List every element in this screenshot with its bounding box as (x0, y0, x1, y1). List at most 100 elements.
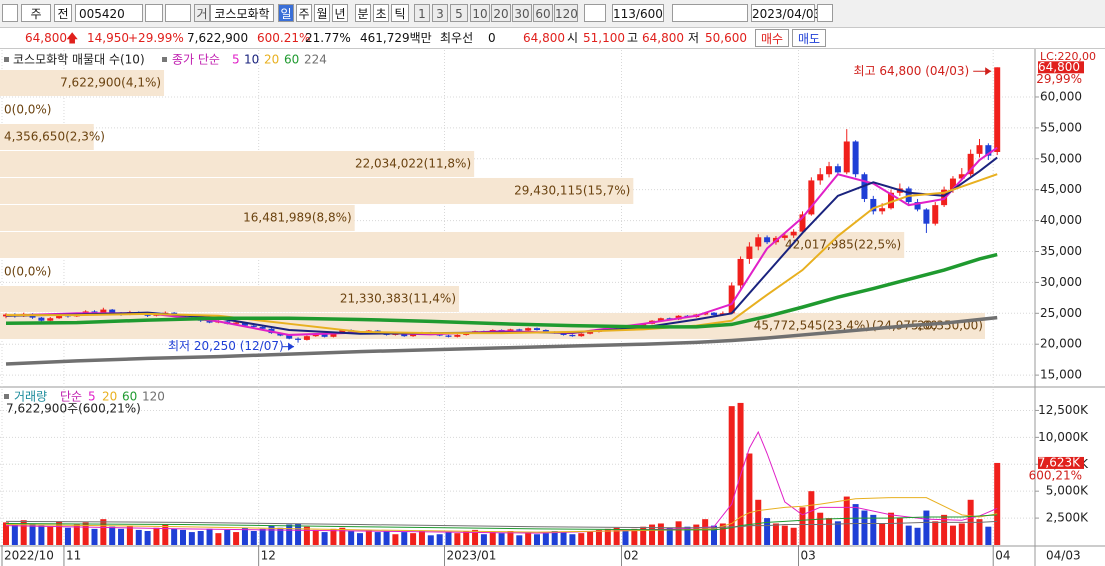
volume-bar (312, 529, 319, 545)
volume-summary: 7,622,900주(600,21%) (6, 402, 141, 416)
candle-body (259, 326, 266, 329)
open-label: 시 (567, 31, 579, 45)
legend-item: 20 (264, 53, 279, 67)
candle-body (967, 153, 974, 175)
interval-button[interactable]: 20 (491, 4, 511, 22)
sound-button[interactable] (165, 4, 191, 22)
candle-body (250, 325, 257, 327)
ma-line (5, 146, 998, 336)
legend-item: 5 (232, 53, 240, 67)
interval-button[interactable]: 120 (554, 4, 578, 22)
candle-body (923, 209, 930, 224)
candle-body (949, 178, 956, 190)
candle-body (755, 237, 762, 247)
last-change-label: 29,99% (1036, 72, 1082, 86)
profile-band (0, 178, 634, 204)
candle-body (790, 231, 797, 236)
candle-body (941, 189, 948, 206)
interval-button[interactable]: 1 (414, 4, 430, 22)
volume-bar (711, 525, 717, 545)
buy-button[interactable]: 매수 (755, 29, 789, 47)
period-button[interactable]: 초 (373, 4, 389, 22)
candle-body (781, 235, 788, 238)
interval-input[interactable] (584, 4, 606, 22)
turnover: 21.77% (305, 31, 351, 45)
y-tick-label: 60,000 (1040, 89, 1082, 103)
candle-body (38, 317, 45, 321)
profile-band (0, 205, 355, 231)
volume-bar (675, 521, 682, 545)
candle-body (799, 214, 806, 232)
menu-button[interactable] (2, 4, 18, 22)
profile-band (0, 124, 94, 150)
price: 64,800 (25, 31, 67, 45)
last-price-box (1038, 61, 1084, 74)
volume-bar (728, 406, 735, 545)
volume-bar (489, 532, 496, 545)
profile-label: 22,034,022(11,8%) (355, 157, 471, 171)
sell-button[interactable]: 매도 (792, 29, 826, 47)
period-button[interactable]: 틱 (391, 4, 409, 22)
x-tick-label: 2023/01 (447, 549, 497, 563)
volume-bar (604, 528, 611, 545)
search-button[interactable] (145, 4, 163, 22)
volume-bar (817, 512, 824, 545)
volume-bar (852, 504, 859, 545)
period-button[interactable]: 년 (332, 4, 348, 22)
period-button[interactable]: 주 (296, 4, 312, 22)
market-select[interactable]: 주 (21, 4, 51, 22)
volume-bar (144, 531, 151, 545)
volume-bar (958, 523, 965, 545)
candle-body (277, 333, 284, 336)
cursor-date: 04/03 (1046, 549, 1081, 563)
volume-bar (932, 521, 939, 545)
volume-bar (383, 531, 390, 545)
x-tick-label: 02 (624, 549, 639, 563)
interval-button[interactable]: 3 (432, 4, 448, 22)
volume-bar (551, 531, 558, 545)
candle-body (330, 333, 337, 337)
change: 14,950 (87, 31, 129, 45)
volume-bar (454, 533, 461, 545)
volume-bar (365, 529, 372, 545)
candle-body (870, 198, 877, 212)
volume-bar (339, 527, 346, 545)
tool-buttons[interactable] (672, 4, 748, 22)
last-volume-change: 600,21% (1029, 468, 1082, 482)
open: 51,100 (583, 31, 625, 45)
y-tick-label: 30,000 (1040, 275, 1082, 289)
interval-button[interactable]: 10 (470, 4, 490, 22)
candle-body (879, 208, 886, 212)
candle-body (109, 309, 116, 314)
period-button[interactable]: 분 (355, 4, 371, 22)
period-button[interactable]: 일 (278, 4, 294, 22)
volume-bar (525, 532, 532, 545)
volume-bar (772, 523, 779, 545)
prev-button[interactable]: 전 (54, 4, 72, 22)
volume-bar (472, 529, 479, 545)
volume-bar (3, 522, 9, 545)
best-label: 최우선 (440, 31, 474, 45)
y-tick-label: 5,000K (1046, 484, 1089, 498)
interval-button[interactable]: 5 (450, 4, 468, 22)
volume-bar (153, 527, 160, 545)
date-input[interactable]: 2023/04/03 (751, 4, 821, 22)
calendar-button[interactable] (817, 4, 833, 22)
volume-bar (622, 531, 629, 545)
volume-bar (348, 531, 355, 545)
legend-title: 코스모화학 매물대 수(10) (13, 53, 145, 67)
legend-title: 거래량 (14, 390, 47, 404)
volume-bar (542, 533, 549, 545)
code-input[interactable]: 005420 (75, 4, 143, 22)
candle-body (241, 322, 248, 326)
candle-body (852, 141, 859, 175)
change-pct: +29.99% (128, 31, 184, 45)
y-tick-label: 40,000 (1040, 213, 1082, 227)
candle-body (321, 334, 328, 337)
candle-body (657, 318, 664, 321)
period-button[interactable]: 월 (314, 4, 330, 22)
interval-button[interactable]: 30 (512, 4, 532, 22)
interval-button[interactable]: 60 (533, 4, 553, 22)
count-input[interactable]: 113/600 (612, 4, 664, 22)
